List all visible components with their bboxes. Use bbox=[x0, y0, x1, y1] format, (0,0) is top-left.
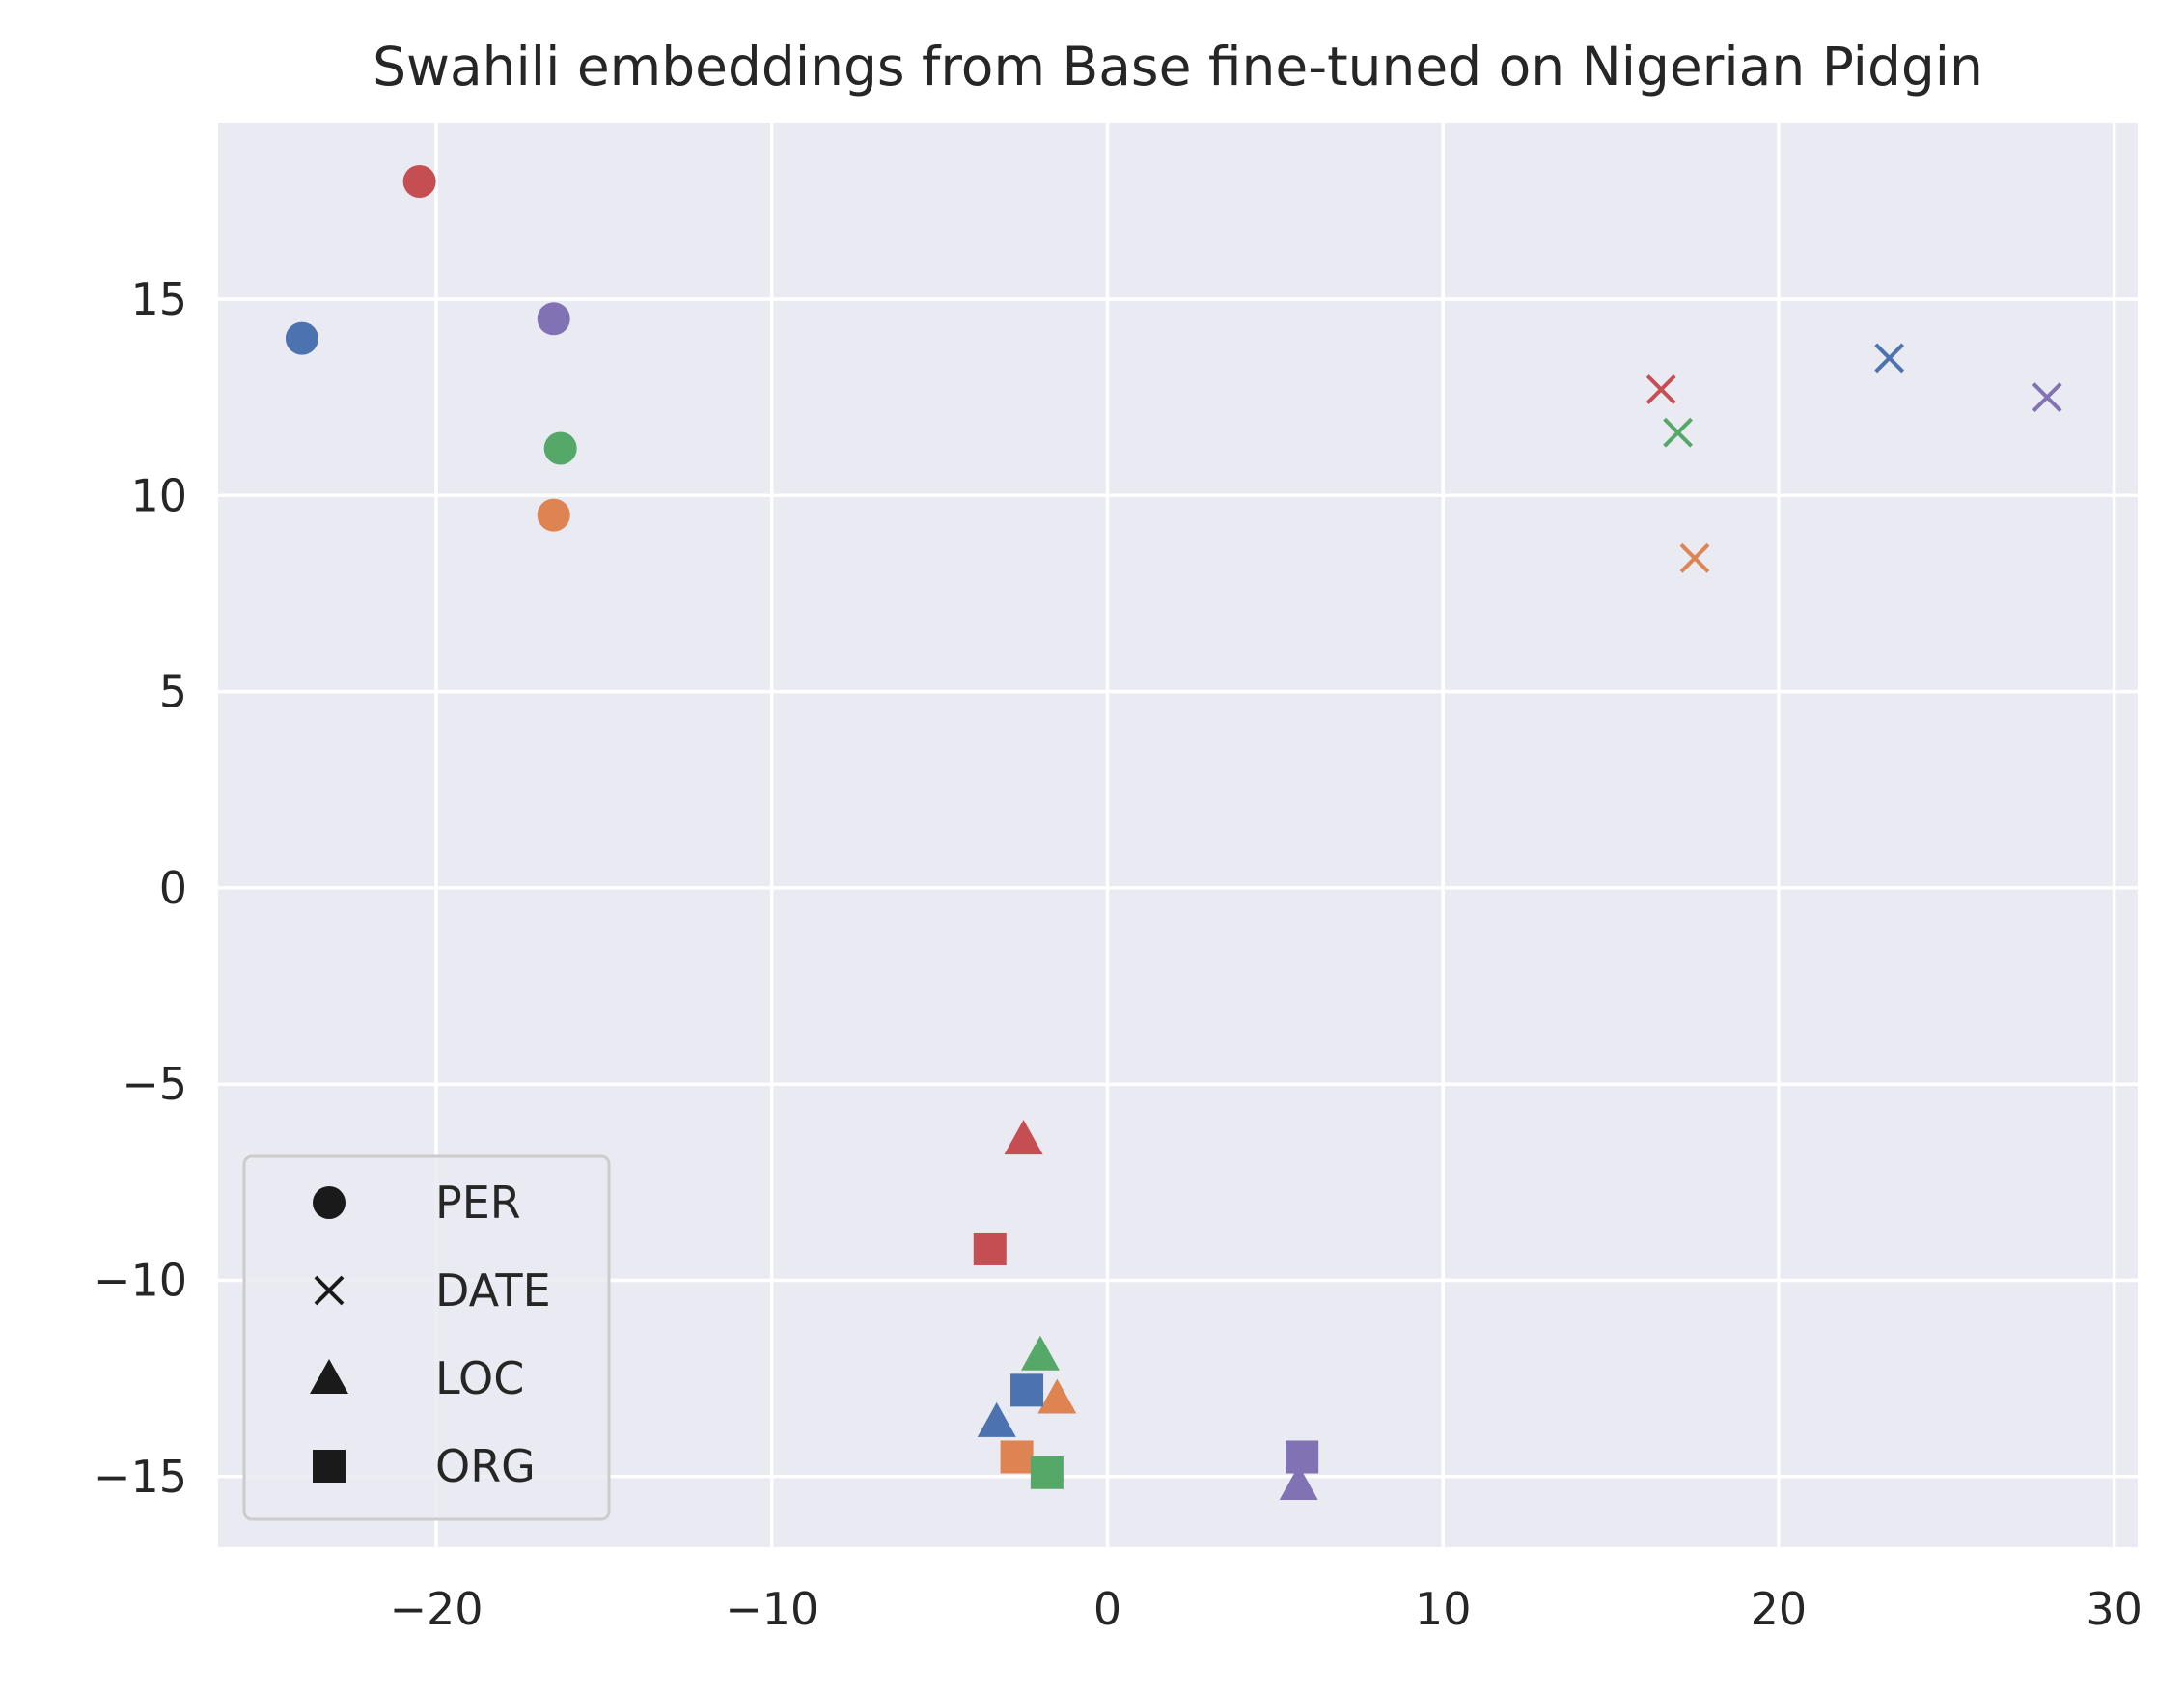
legend-marker-x bbox=[314, 1275, 345, 1306]
legend-entry: DATE bbox=[314, 1264, 551, 1317]
data-point-triangle bbox=[1037, 1378, 1077, 1414]
data-point-circle bbox=[543, 431, 577, 465]
legend-label: LOC bbox=[435, 1352, 524, 1404]
data-point-triangle bbox=[1004, 1120, 1043, 1155]
legend-label: DATE bbox=[435, 1264, 551, 1317]
y-tick-label: −10 bbox=[94, 1255, 187, 1307]
data-point-triangle bbox=[1020, 1335, 1060, 1371]
chart-title: Swahili embeddings from Base fine-tuned … bbox=[373, 36, 1983, 97]
data-point-circle bbox=[285, 321, 318, 355]
data-point-square bbox=[1010, 1373, 1044, 1407]
data-point-square bbox=[1030, 1456, 1064, 1489]
legend-marker-square bbox=[313, 1450, 346, 1483]
data-point-x bbox=[1679, 542, 1710, 573]
data-point-circle bbox=[537, 498, 570, 532]
tick-labels: −20 −10 0 10 20 30 −15 −10 −5 0 5 10 15 bbox=[94, 273, 2143, 1635]
legend: PER DATE LOC ORG bbox=[242, 1154, 611, 1521]
legend-marker-triangle bbox=[310, 1359, 348, 1394]
data-point-square bbox=[1286, 1440, 1319, 1474]
data-point-circle bbox=[537, 302, 570, 336]
legend-box bbox=[242, 1154, 611, 1521]
y-tick-label: 0 bbox=[159, 862, 187, 914]
data-point-square bbox=[1000, 1440, 1034, 1474]
legend-entry: LOC bbox=[310, 1352, 524, 1404]
legend-marker-circle bbox=[313, 1186, 346, 1219]
legend-label: ORG bbox=[435, 1440, 536, 1492]
x-tick-label: 10 bbox=[1415, 1583, 1472, 1635]
data-point-x bbox=[1663, 417, 1694, 448]
x-tick-label: 0 bbox=[1093, 1583, 1121, 1635]
legend-entry: PER bbox=[313, 1177, 521, 1229]
legend-label: PER bbox=[435, 1177, 521, 1229]
x-tick-label: −10 bbox=[725, 1583, 818, 1635]
data-points bbox=[285, 164, 2062, 1500]
y-tick-label: −5 bbox=[122, 1058, 187, 1110]
x-tick-label: −20 bbox=[389, 1583, 483, 1635]
x-tick-label: 20 bbox=[1751, 1583, 1808, 1635]
y-tick-label: 10 bbox=[130, 469, 187, 521]
y-tick-label: −15 bbox=[94, 1451, 187, 1503]
data-point-circle bbox=[402, 164, 436, 198]
x-tick-label: 30 bbox=[2086, 1583, 2143, 1635]
data-point-x bbox=[1874, 343, 1905, 374]
y-tick-label: 5 bbox=[159, 666, 187, 718]
data-point-x bbox=[2032, 382, 2062, 413]
y-tick-label: 15 bbox=[130, 273, 187, 325]
legend-entry: ORG bbox=[313, 1440, 536, 1492]
data-point-square bbox=[973, 1232, 1007, 1265]
data-point-triangle bbox=[1279, 1464, 1318, 1500]
data-point-x bbox=[1645, 374, 1676, 404]
data-point-triangle bbox=[977, 1401, 1016, 1437]
